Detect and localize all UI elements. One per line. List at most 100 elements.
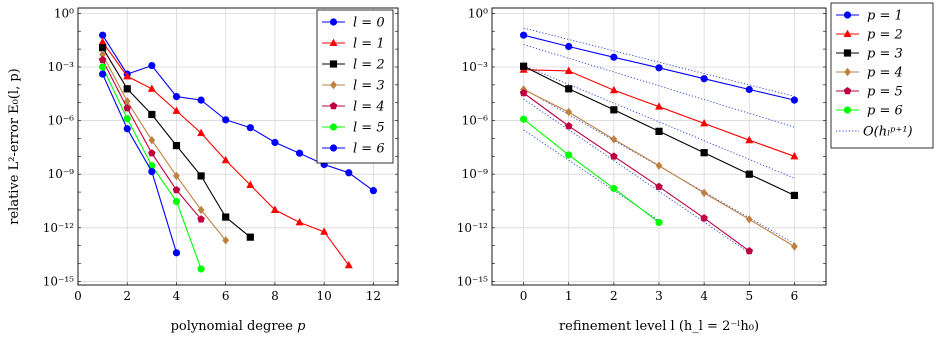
data-point: [123, 97, 131, 106]
y-tick-label: 10⁰: [468, 6, 488, 20]
y-tick-label: 10⁻³: [48, 60, 75, 74]
data-point: [519, 115, 528, 123]
y-tick-label: 10⁻¹²: [457, 221, 488, 235]
y-tick-label: 10⁻¹⁵: [457, 274, 488, 288]
x-tick-label: 0: [520, 289, 528, 303]
series-left-2: [99, 44, 254, 241]
y-tick-label: 10⁻³: [462, 60, 489, 74]
data-point: [565, 151, 573, 159]
legend-marker: [843, 106, 852, 114]
data-point: [123, 114, 131, 123]
reference-line: [523, 44, 795, 128]
data-point: [246, 233, 254, 241]
data-point: [172, 197, 181, 206]
legend-label: l = 4: [353, 100, 385, 115]
legend-right: p = 1 p = 2 p = 3 p = 4 p = 5 p = 6 O(hₗᵖ⁺¹): [830, 2, 934, 149]
data-point: [745, 247, 754, 255]
reference-line: [523, 98, 750, 254]
series-left-6: [99, 70, 181, 257]
legend-marker: [329, 18, 338, 26]
x-tick-label: 4: [700, 289, 708, 303]
data-point: [197, 215, 205, 223]
plot-frame: [77, 7, 399, 286]
legend-label: l = 2: [353, 58, 385, 73]
data-point: [148, 110, 156, 119]
data-point: [99, 63, 107, 71]
data-point: [271, 138, 279, 147]
data-point: [123, 104, 132, 112]
data-point: [98, 37, 107, 45]
series-left-3: [99, 50, 230, 245]
legend-marker: [329, 102, 338, 110]
data-point: [295, 149, 304, 157]
series-line: [102, 54, 227, 241]
x-tick-label: 12: [366, 289, 381, 303]
x-axis-label: refinement level l (h_l = 2⁻ˡh₀): [559, 319, 759, 334]
data-point: [519, 31, 528, 39]
data-point: [700, 188, 708, 198]
x-tick-label: 5: [745, 289, 753, 303]
legend-label: l = 6: [353, 142, 385, 157]
data-point: [700, 214, 708, 222]
x-tick-label: 6: [791, 289, 799, 303]
data-point: [148, 149, 156, 157]
data-point: [565, 42, 573, 51]
legend-marker: [329, 123, 338, 131]
legend-marker: [329, 60, 338, 68]
data-point: [655, 102, 663, 110]
data-point: [564, 66, 573, 74]
data-point: [123, 71, 132, 80]
data-point: [172, 92, 181, 101]
data-point: [609, 85, 618, 94]
data-point: [565, 107, 573, 117]
data-point: [565, 85, 573, 93]
data-point: [790, 191, 799, 200]
data-point: [197, 96, 205, 104]
legend-marker: [329, 38, 338, 46]
data-point: [745, 135, 754, 144]
x-tick-label: 2: [123, 289, 131, 303]
legend-marker: [843, 11, 852, 19]
data-point: [173, 171, 180, 181]
legend-label: p = 1: [867, 9, 903, 24]
series-right-5: [519, 115, 663, 227]
data-point: [99, 50, 107, 59]
x-tick-label: 8: [271, 289, 279, 303]
data-point: [222, 213, 230, 221]
data-point: [700, 149, 708, 157]
data-point: [745, 215, 753, 224]
data-point: [98, 55, 107, 64]
data-point: [610, 184, 618, 193]
series-right-3: [520, 85, 798, 251]
legend-label: O(hₗᵖ⁺¹): [863, 125, 913, 140]
legend-left: l = 0 l = 1 l = 2 l = 3 l = 4 l = 5 l = 6: [316, 9, 394, 164]
legend-marker: [844, 67, 851, 77]
legend-marker: [843, 29, 852, 37]
series-right-4: [519, 88, 754, 255]
x-tick-label: 3: [655, 289, 663, 303]
x-axis-label: polynomial degree p: [171, 319, 306, 334]
x-tick-label: 0: [74, 289, 82, 303]
data-point: [519, 88, 528, 97]
data-point: [197, 128, 206, 137]
series-left-4: [98, 55, 205, 223]
legend-box: [316, 9, 394, 164]
data-point: [147, 84, 156, 92]
y-tick-label: 10⁻⁹: [462, 167, 489, 181]
series-line: [523, 118, 660, 223]
data-point: [197, 172, 205, 180]
data-point: [790, 151, 799, 160]
legend-label: p = 2: [867, 28, 903, 43]
y-tick-label: 10⁻¹⁵: [43, 274, 74, 288]
data-point: [610, 53, 618, 61]
data-point: [123, 85, 131, 93]
data-point: [148, 167, 156, 176]
data-point: [148, 135, 156, 145]
series-line: [523, 92, 750, 252]
legend-label: l = 3: [353, 79, 385, 94]
data-point: [197, 205, 205, 215]
data-point: [519, 62, 528, 70]
data-point: [246, 180, 255, 188]
legend-label: l = 5: [353, 121, 385, 136]
x-tick-label: 1: [565, 289, 573, 303]
